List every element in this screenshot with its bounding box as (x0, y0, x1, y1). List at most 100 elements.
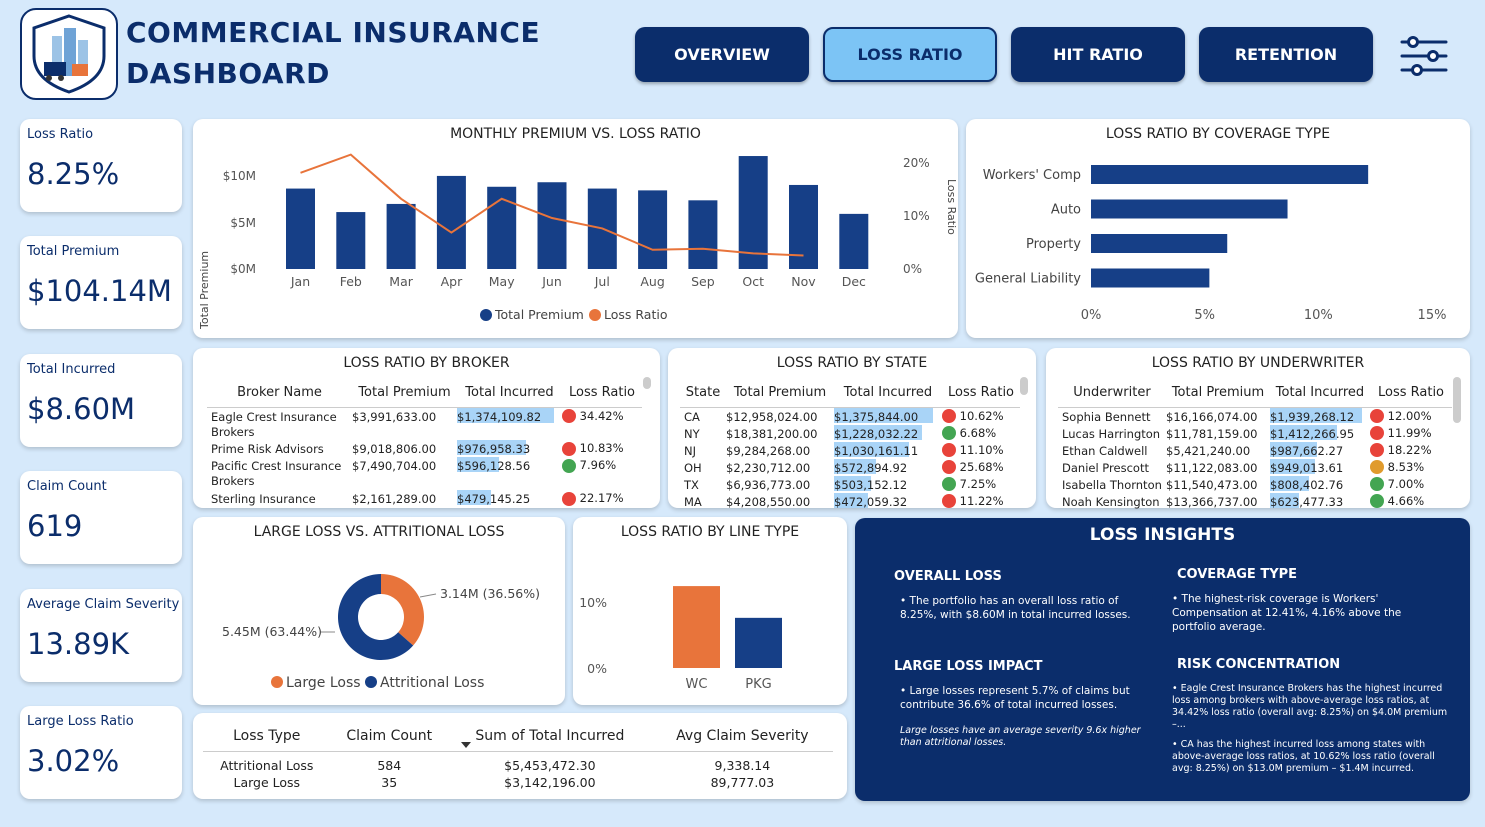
incurred-value: $472,059.32 (834, 494, 908, 509)
cell: Large Loss (233, 774, 301, 790)
insight-heading: RISK CONCENTRATION (1177, 657, 1341, 672)
column-header[interactable]: Broker Name (237, 385, 322, 401)
table-title: LOSS RATIO BY UNDERWRITER (1151, 355, 1365, 371)
loss-type-table: Loss Type Claim Count Sum of Total Incur… (203, 721, 833, 791)
insight-heading: LARGE LOSS IMPACT (894, 659, 1043, 674)
insight-heading: OVERALL LOSS (894, 569, 1002, 584)
column-header[interactable]: Underwriter (1073, 385, 1151, 401)
row-premium: $18,381,200.00 (726, 426, 818, 441)
underwriter-table-card: LOSS RATIO BY UNDERWRITER Underwriter Tot… (1046, 348, 1470, 510)
table-row[interactable]: NJ $9,284,268.00 $1,030,161.11 11.10% (680, 441, 1020, 459)
row-incurred: $623,477.33 (1270, 492, 1370, 510)
row-ratio: 12.00% (1370, 407, 1452, 425)
row-ratio: 18.22% (1370, 442, 1452, 459)
column-header[interactable]: Total Premium (1171, 385, 1265, 401)
y-tick: 10% (579, 595, 607, 610)
filter-sliders-icon[interactable] (1399, 34, 1449, 78)
row-ratio: 10.62% (942, 407, 1020, 425)
sort-desc-icon[interactable] (461, 742, 471, 748)
nav-overview-button[interactable]: OVERVIEW (635, 27, 809, 82)
y-tick: $0M (230, 262, 256, 276)
column-header[interactable]: Total Premium (358, 385, 451, 401)
column-header[interactable]: Total Incurred (457, 379, 562, 413)
ratio-value: 7.25% (959, 476, 997, 491)
table-row[interactable]: OH $2,230,712.00 $572,894.92 25.68% (680, 458, 1020, 476)
chart-title: LOSS RATIO BY LINE TYPE (620, 524, 800, 540)
kpi-label: Total Incurred (27, 362, 116, 377)
table-row[interactable]: Sophia Bennett $16,166,074.00 $1,939,268.1… (1058, 407, 1452, 425)
row-ratio: 10.83% (562, 440, 642, 457)
cell: Attritional Loss (220, 757, 314, 773)
row-premium: $4,208,550.00 (726, 494, 811, 509)
kpi-value: 8.25% (27, 157, 120, 191)
table-row[interactable]: Isabella Thornton $11,540,473.00 $808,402.… (1058, 475, 1452, 493)
scrollbar[interactable] (1020, 377, 1028, 395)
row-ratio: 34.42% (562, 407, 642, 440)
scrollbar[interactable] (1453, 377, 1461, 423)
category-label: Auto (1051, 203, 1081, 218)
row-incurred: $808,402.76 (1270, 475, 1370, 493)
nav-retention-button[interactable]: RETENTION (1199, 27, 1373, 82)
column-header[interactable]: Sum of Total Incurred (475, 727, 625, 744)
kpi-claim-count: Claim Count 619 (20, 471, 182, 564)
row-ratio: 25.68% (942, 459, 1020, 476)
incurred-value: $1,375,844.00 (834, 409, 919, 424)
bar-jun (537, 182, 567, 269)
row-incurred: $1,412,266.95 (1270, 424, 1370, 442)
status-indicator-icon (942, 460, 956, 474)
column-header[interactable]: Loss Ratio (1377, 385, 1445, 401)
ratio-value: 10.83% (579, 441, 624, 455)
table-row[interactable]: Prime Risk Advisors $9,018,806.00 $976,958… (207, 440, 642, 457)
insight-text: • Large losses represent 5.7% of claims … (900, 685, 1130, 711)
incurred-value: $503,152.12 (834, 477, 908, 492)
row-ratio: 8.53% (1370, 459, 1452, 476)
column-header[interactable]: Loss Ratio (568, 385, 636, 401)
broker-table-card: LOSS RATIO BY BROKER Broker Name Total Pr… (193, 348, 660, 508)
scrollbar[interactable] (643, 377, 651, 389)
table-row[interactable]: Noah Kensington $13,366,737.00 $623,477.33… (1058, 492, 1452, 510)
table-row[interactable]: Daniel Prescott $11,122,083.00 $949,013.61… (1058, 458, 1452, 476)
column-header[interactable]: Loss Ratio (947, 385, 1015, 401)
column-header[interactable]: Claim Count (346, 727, 433, 744)
x-tick-sep: Sep (691, 274, 715, 289)
column-header[interactable]: State (685, 385, 721, 401)
table-row[interactable]: NY $18,381,200.00 $1,228,032.22 6.68% (680, 424, 1020, 442)
column-header[interactable]: Total Incurred (834, 379, 942, 413)
x-tick-mar: Mar (389, 274, 413, 289)
status-indicator-icon (942, 426, 956, 440)
row-name: Lucas Harrington (1062, 426, 1161, 441)
table-row[interactable]: CA $12,958,024.00 $1,375,844.00 10.62% (680, 407, 1020, 425)
nav-loss-ratio-button[interactable]: LOSS RATIO (823, 27, 997, 82)
bar-sep (688, 200, 718, 269)
incurred-value: $623,477.33 (1270, 494, 1344, 509)
cell: 35 (381, 774, 398, 790)
insight-text: • The portfolio has an overall loss rati… (900, 595, 1131, 621)
row-name: Pacific Crest Insurance Brokers (211, 459, 342, 488)
table-row[interactable]: TX $6,936,773.00 $503,152.12 7.25% (680, 475, 1020, 493)
y2-tick: 0% (903, 262, 922, 276)
table-row[interactable]: Sterling Insurance $2,161,289.00 $479,145.… (207, 490, 642, 507)
column-header[interactable]: Loss Type (233, 727, 301, 744)
incurred-value: $479,145.25 (457, 492, 531, 506)
column-header[interactable]: Total Incurred (1270, 379, 1370, 413)
cell: 9,338.14 (714, 757, 771, 773)
table-row[interactable]: Attritional Loss 584 $5,453,472.30 9,338… (203, 751, 833, 773)
row-premium: $9,284,268.00 (726, 443, 811, 458)
column-header[interactable]: Avg Claim Severity (676, 727, 809, 744)
column-header[interactable]: Total Premium (733, 385, 827, 401)
category-label: General Liability (975, 272, 1081, 287)
x-tick-apr: Apr (441, 274, 463, 289)
category-label: Property (1026, 237, 1081, 252)
table-row[interactable]: Eagle Crest Insurance Brokers $3,991,633.… (207, 407, 642, 440)
incurred-value: $949,013.61 (1270, 460, 1344, 475)
table-row[interactable]: Ethan Caldwell $5,421,240.00 $987,662.27 1… (1058, 441, 1452, 459)
table-row[interactable]: MA $4,208,550.00 $472,059.32 11.22% (680, 492, 1020, 510)
table-row[interactable]: Lucas Harrington $11,781,159.00 $1,412,266… (1058, 424, 1452, 442)
table-row[interactable]: Pacific Crest Insurance Brokers $7,490,70… (207, 457, 642, 490)
table-row[interactable]: Large Loss 35 $3,142,196.00 89,777.03 (203, 773, 833, 791)
loss-insights-panel: LOSS INSIGHTS OVERALL LOSS • The portfol… (855, 518, 1470, 801)
donut-slice-attritional-loss (338, 574, 414, 660)
cell: 89,777.03 (710, 774, 775, 790)
row-name: Daniel Prescott (1062, 460, 1149, 475)
nav-hit-ratio-button[interactable]: HIT RATIO (1011, 27, 1185, 82)
